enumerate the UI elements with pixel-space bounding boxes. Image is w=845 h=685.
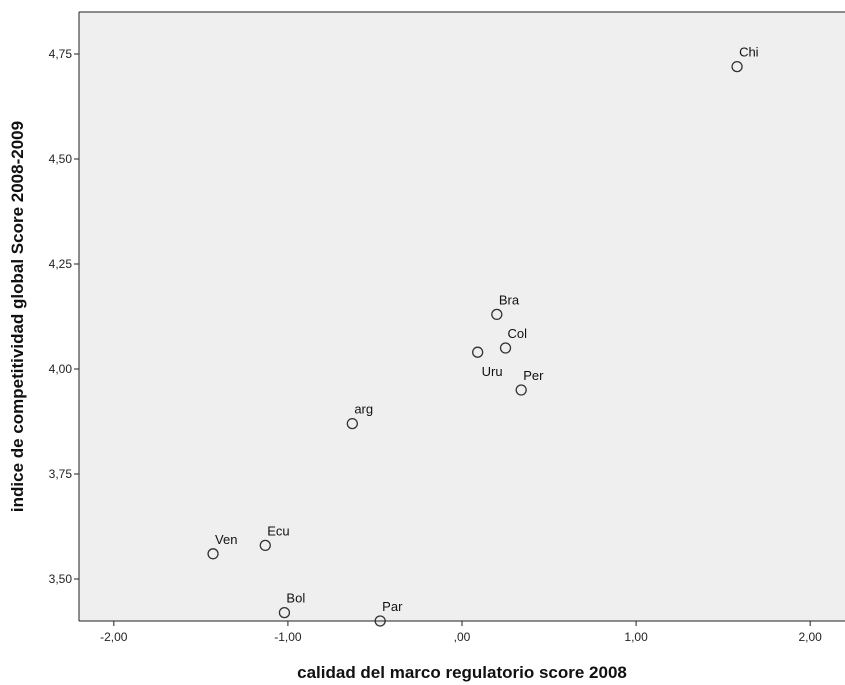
data-point-ven: [207, 548, 219, 560]
data-point-uru: [472, 346, 484, 358]
point-label: Uru: [482, 364, 503, 379]
point-label: Bra: [499, 292, 520, 307]
x-tick-label: 1,00: [624, 630, 648, 644]
y-axis: 3,50 3,75 4,00 4,25 4,50 4,75: [49, 47, 79, 586]
data-point-chi: [731, 60, 743, 73]
data-point-arg: [346, 417, 358, 430]
data-point-ecu: [259, 539, 271, 552]
y-tick-label: 3,50: [49, 572, 73, 586]
data-point-bol: [278, 606, 291, 619]
point-label: Col: [508, 326, 528, 341]
point-label: Ecu: [267, 523, 289, 538]
y-tick-label: 4,25: [49, 257, 73, 271]
x-axis: -2,00 -1,00 ,00 1,00 2,00: [100, 621, 822, 644]
y-tick-label: 4,50: [49, 152, 73, 166]
data-point-col: [499, 342, 512, 354]
point-label: Per: [523, 368, 544, 383]
point-label: Par: [382, 599, 403, 614]
y-axis-title: indice de competitividad global Score 20…: [8, 121, 27, 512]
data-point-bra: [491, 308, 503, 321]
y-tick-label: 3,75: [49, 467, 73, 481]
plot-area: [79, 12, 845, 621]
y-tick-label: 4,00: [49, 362, 73, 376]
point-label: Chi: [739, 45, 759, 60]
y-tick-label: 4,75: [49, 47, 73, 61]
point-label: arg: [354, 402, 373, 417]
x-axis-title: calidad del marco regulatorio score 2008: [297, 663, 627, 682]
point-label: Ven: [215, 532, 237, 547]
x-tick-label: ,00: [454, 630, 471, 644]
x-tick-label: -2,00: [100, 630, 128, 644]
data-points: Chi Bra Col Uru Per arg Ecu Ven Bol Par: [207, 45, 759, 627]
point-label: Bol: [286, 591, 305, 606]
x-tick-label: -1,00: [274, 630, 302, 644]
x-tick-label: 2,00: [799, 630, 823, 644]
data-point-per: [515, 384, 527, 396]
